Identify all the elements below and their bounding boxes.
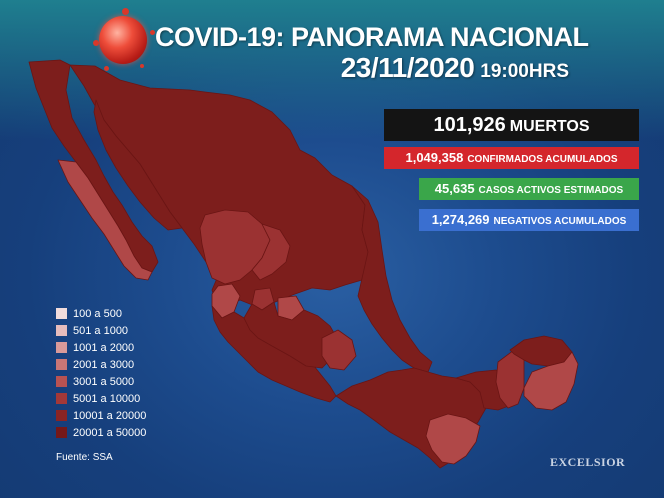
report-time: 19:00HRS (480, 61, 569, 82)
legend-label: 20001 a 50000 (73, 426, 147, 439)
legend-swatch (56, 308, 67, 319)
active-label: CASOS ACTIVOS ESTIMADOS (478, 185, 624, 196)
legend-swatch (56, 410, 67, 421)
page-title: COVID-19: PANORAMA NACIONAL (155, 22, 589, 52)
globe-icon (99, 16, 147, 64)
legend-label: 100 a 500 (73, 307, 122, 320)
legend-item: 1001 a 2000 (56, 339, 146, 356)
legend-item: 20001 a 50000 (56, 424, 146, 441)
legend: 100 a 500 501 a 1000 1001 a 2000 2001 a … (56, 305, 146, 441)
legend-label: 1001 a 2000 (73, 341, 135, 354)
region-chiapas (425, 413, 481, 465)
legend-label: 501 a 1000 (73, 324, 129, 337)
legend-swatch (56, 342, 67, 353)
virus-dot (122, 8, 129, 15)
virus-dot (150, 30, 155, 35)
legend-item: 100 a 500 (56, 305, 146, 322)
negative-stat: 1,274,269 NEGATIVOS ACUMULADOS (419, 209, 639, 231)
legend-swatch (56, 393, 67, 404)
virus-dot (93, 40, 99, 46)
legend-item: 2001 a 3000 (56, 356, 146, 373)
region-quintana-roo (523, 351, 579, 411)
deaths-stat: 101,926 MUERTOS (384, 109, 639, 141)
legend-item: 5001 a 10000 (56, 390, 146, 407)
deaths-value: 101,926 (433, 114, 506, 136)
legend-swatch (56, 359, 67, 370)
deaths-label: MUERTOS (509, 118, 590, 135)
legend-item: 501 a 1000 (56, 322, 146, 339)
region-hidalgo (321, 329, 357, 371)
legend-swatch (56, 325, 67, 336)
region-durango (199, 209, 271, 285)
legend-label: 10001 a 20000 (73, 409, 147, 422)
confirmed-stat: 1,049,358 CONFIRMADOS ACUMULADOS (384, 147, 639, 169)
region-baja-california (28, 59, 159, 273)
legend-label: 5001 a 10000 (73, 392, 141, 405)
legend-item: 10001 a 20000 (56, 407, 146, 424)
region-zacatecas (251, 223, 291, 281)
active-value: 45,635 (434, 181, 475, 196)
region-sonora-coast (93, 99, 183, 231)
date-line: 23/11/2020 19:00HRS (341, 52, 569, 84)
region-baja-california-sur (57, 159, 153, 281)
virus-dot (140, 64, 144, 68)
negative-value: 1,274,269 (431, 212, 490, 227)
source-note: Fuente: SSA (56, 452, 113, 463)
brand-logo: EXCELSIOR (550, 455, 626, 469)
legend-label: 3001 a 5000 (73, 375, 135, 388)
virus-dot (104, 66, 109, 71)
confirmed-value: 1,049,358 (405, 150, 464, 165)
legend-swatch (56, 427, 67, 438)
report-date: 23/11/2020 (340, 52, 475, 83)
negative-label: NEGATIVOS ACUMULADOS (493, 216, 627, 227)
confirmed-label: CONFIRMADOS ACUMULADOS (467, 154, 618, 165)
legend-item: 3001 a 5000 (56, 373, 146, 390)
legend-label: 2001 a 3000 (73, 358, 135, 371)
legend-swatch (56, 376, 67, 387)
active-stat: 45,635 CASOS ACTIVOS ESTIMADOS (419, 178, 639, 200)
